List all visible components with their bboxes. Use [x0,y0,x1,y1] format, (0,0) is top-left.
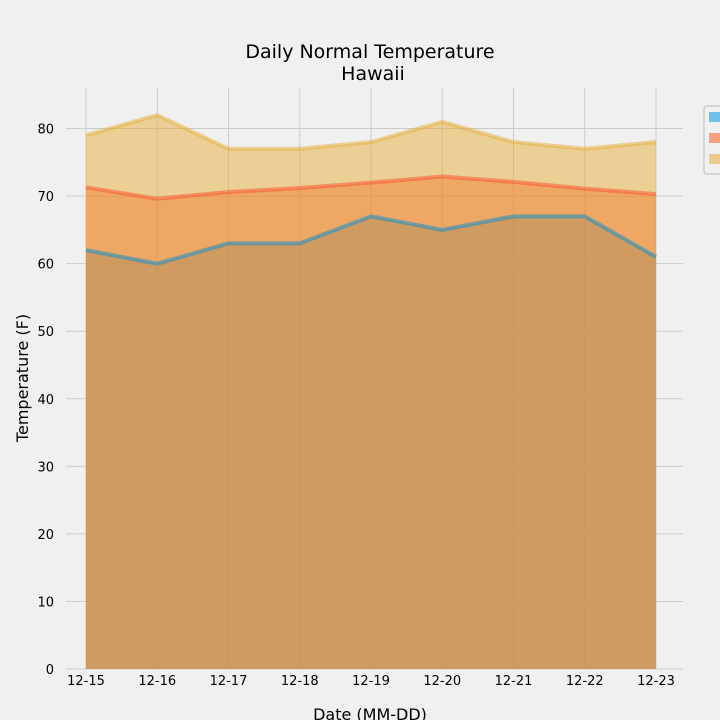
y-tick-label: 40 [37,393,54,408]
legend [703,105,720,175]
area-fill-series-3 [86,115,656,669]
legend-swatch-series-1 [709,112,720,122]
x-tick-label: 12-23 [637,674,675,689]
y-tick-label: 30 [37,460,54,475]
x-tick-label: 12-19 [352,674,390,689]
x-tick-label: 12-18 [281,674,319,689]
series-lines [85,113,657,266]
legend-swatch-series-2 [709,133,720,143]
x-axis-ticks: 12-15 12-16 12-17 12-18 12-19 12-20 12-21 12-22… [67,674,675,689]
x-tick-label: 12-15 [67,674,105,689]
x-tick-label: 12-16 [138,674,176,689]
y-tick-label: 60 [37,258,54,273]
x-tick-label: 12-20 [423,674,461,689]
y-tick-label: 0 [46,663,54,678]
y-tick-label: 70 [37,190,54,205]
chart-subtitle: Hawaii [341,63,405,85]
y-axis-ticks: 0 10 20 30 40 50 60 70 80 [37,123,54,678]
y-tick-label: 20 [37,528,54,543]
y-tick-label: 80 [37,123,54,138]
x-tick-label: 12-21 [495,674,533,689]
x-tick-label: 12-22 [566,674,604,689]
x-axis-label: Date (MM-DD) [313,705,427,720]
y-tick-label: 10 [37,595,54,610]
legend-swatch-series-3 [709,154,720,164]
chart-title: Daily Normal Temperature [245,41,494,63]
y-tick-label: 50 [37,325,54,340]
series-line-2 [85,174,657,201]
y-axis-label: Temperature (F) [13,314,32,443]
x-tick-label: 12-17 [210,674,248,689]
area-series [86,115,656,669]
series-line-1 [85,214,657,266]
series-line-3 [85,113,657,151]
